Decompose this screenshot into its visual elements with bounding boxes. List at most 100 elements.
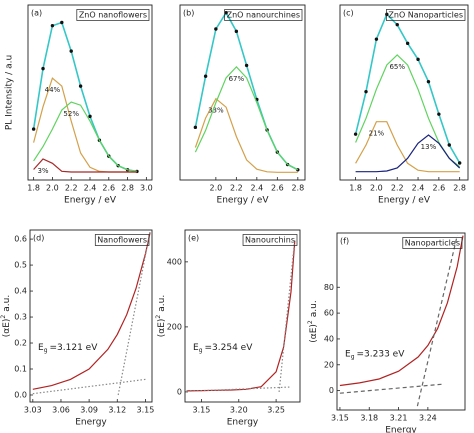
- plot-frame: [336, 232, 466, 411]
- panel-label: (e): [188, 234, 199, 243]
- x-tick-label: 3.21: [390, 414, 408, 423]
- x-tick-label: 2.8: [121, 184, 134, 193]
- box-label-frame: [386, 9, 466, 21]
- plot-frame: [27, 4, 153, 181]
- y-axis-label-unit: a.u.: [157, 295, 167, 312]
- gap-symbol: E: [38, 342, 44, 352]
- data-point: [193, 125, 198, 130]
- series-line: [355, 134, 461, 173]
- gap-value: =3.121 eV: [50, 342, 99, 352]
- component-label: 21%: [369, 130, 385, 138]
- component-label: 65%: [389, 63, 405, 71]
- box-label: ZnO Nanoparticles: [388, 11, 463, 20]
- plot-frame: [184, 229, 301, 403]
- y-axis-label-sup: 2: [0, 315, 7, 319]
- y-axis-label: PL Intensity / a.u: [5, 55, 15, 130]
- series-line: [194, 11, 299, 171]
- data-point: [234, 29, 239, 34]
- x-tick-label: 2.4: [412, 184, 425, 193]
- y-axis-label-sup: 2: [155, 315, 162, 319]
- y-tick-label: 400: [167, 257, 182, 266]
- panel-label: (d): [33, 234, 44, 243]
- y-tick-label: 20: [324, 360, 334, 369]
- data-point: [78, 84, 83, 88]
- data-point: [41, 66, 45, 71]
- x-axis-label: Energy: [385, 426, 417, 433]
- panel-label: (f): [340, 237, 349, 246]
- data-point: [214, 27, 218, 31]
- component-label: 44%: [45, 86, 61, 94]
- data-point: [50, 23, 55, 28]
- data-point: [88, 114, 92, 119]
- box-label: Nanourchins: [245, 236, 295, 245]
- data-point: [416, 57, 420, 62]
- series-line: [355, 121, 460, 173]
- data-point: [69, 49, 73, 53]
- series-line: [33, 101, 138, 172]
- series-line: [354, 12, 461, 164]
- y-tick-label: 0: [329, 386, 334, 395]
- y-tick-label: 0.3: [14, 313, 27, 322]
- series-line: [278, 239, 296, 392]
- series-line: [32, 232, 151, 390]
- component-label: 13%: [421, 143, 437, 151]
- y-axis-label-main: (αE): [309, 324, 319, 343]
- box-label: ZnO nanourchines: [227, 11, 300, 20]
- component-label: 33%: [208, 107, 224, 115]
- y-tick-label: 0.4: [14, 287, 27, 296]
- series-line: [339, 235, 464, 387]
- gap-symbol: E: [193, 342, 199, 352]
- y-tick-label: 0.5: [14, 261, 27, 270]
- plot-frame: [179, 4, 306, 181]
- series-line: [33, 158, 137, 173]
- y-axis-label-main: (αE): [2, 319, 12, 338]
- x-tick-label: 2.4: [250, 184, 263, 193]
- x-tick-label: 2.2: [391, 184, 404, 193]
- series-line: [186, 240, 296, 392]
- box-label: ZnO nanoflowers: [79, 11, 147, 20]
- x-tick-label: 3.06: [52, 406, 70, 415]
- data-point: [447, 143, 451, 147]
- x-axis-label: Energy / eV: [217, 196, 270, 206]
- gap-annotation: Eg =3.254 eV: [193, 342, 253, 353]
- data-point: [224, 11, 228, 15]
- box-label-frame: [224, 9, 303, 21]
- x-tick-label: 3.15: [193, 406, 211, 415]
- x-tick-label: 2.8: [291, 184, 304, 193]
- series-line: [32, 21, 138, 173]
- gap-subscript: g: [351, 353, 355, 360]
- gap-value: =3.254 eV: [205, 342, 254, 352]
- x-tick-label: 2.8: [453, 184, 466, 193]
- panel-label: (b): [183, 9, 194, 18]
- x-tick-label: 2.0: [46, 184, 59, 193]
- x-tick-label: 2.0: [370, 184, 383, 193]
- x-tick-label: 2.6: [271, 184, 284, 193]
- x-tick-label: 2.2: [65, 184, 78, 193]
- data-point: [385, 12, 389, 17]
- x-tick-label: 3.25: [267, 406, 285, 415]
- x-tick-label: 3.20: [230, 406, 248, 415]
- box-label-frame: [242, 234, 298, 246]
- series-line: [194, 97, 298, 173]
- data-point: [457, 161, 462, 165]
- data-point: [374, 37, 379, 41]
- gap-subscript: g: [44, 346, 48, 353]
- x-tick-label: 3.18: [360, 414, 378, 423]
- data-point: [364, 89, 368, 94]
- box-label-frame: [94, 234, 150, 246]
- panel-label: (a): [31, 9, 42, 18]
- y-tick-label: 0.1: [14, 365, 27, 374]
- y-axis-label: (αE)2 a.u.: [307, 300, 319, 342]
- y-tick-label: 0.2: [14, 339, 27, 348]
- gap-subscript: g: [199, 346, 203, 353]
- x-axis-label: Energy: [227, 418, 259, 428]
- x-tick-label: 3.15: [331, 414, 349, 423]
- x-tick-label: 3.12: [108, 406, 126, 415]
- x-tick-label: 1.8: [27, 184, 40, 193]
- box-label-frame: [76, 9, 150, 21]
- x-tick-label: 2.6: [102, 184, 115, 193]
- x-tick-label: 2.6: [432, 184, 445, 193]
- y-axis-label-unit: a.u.: [309, 300, 319, 317]
- y-axis-label-main: (αE): [157, 319, 167, 338]
